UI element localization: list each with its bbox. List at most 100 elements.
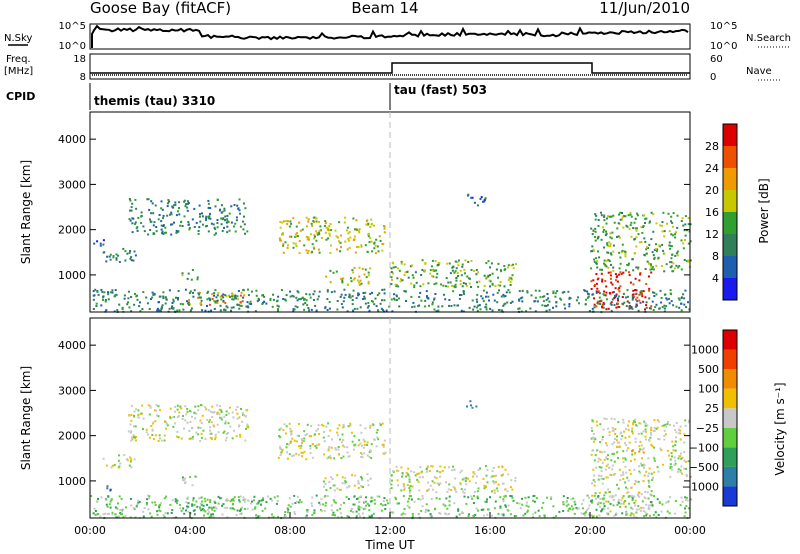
- echo-cell: [231, 499, 233, 502]
- echo-cell: [643, 464, 646, 467]
- echo-cell: [669, 463, 672, 466]
- echo-cell: [426, 490, 429, 492]
- echo-cell: [212, 424, 215, 427]
- echo-cell: [402, 484, 405, 487]
- echo-cell: [357, 507, 360, 510]
- echo-cell: [316, 444, 319, 446]
- echo-cell: [500, 295, 503, 298]
- echo-cell: [181, 272, 184, 275]
- echo-cell: [616, 483, 618, 486]
- echo-cell: [476, 204, 479, 207]
- echo-cell: [158, 506, 161, 509]
- echo-cell: [192, 291, 194, 294]
- echo-cell: [323, 453, 325, 456]
- echo-cell: [374, 244, 377, 247]
- echo-cell: [689, 259, 692, 262]
- echo-cell: [459, 482, 462, 485]
- echo-cell: [235, 513, 238, 516]
- echo-cell: [641, 231, 644, 234]
- echo-cell: [328, 234, 331, 237]
- echo-cell: [650, 426, 653, 429]
- echo-cell: [153, 292, 156, 295]
- echo-cell: [223, 209, 226, 212]
- echo-cell: [431, 488, 434, 491]
- echo-cell: [417, 305, 420, 307]
- echo-cell: [198, 226, 201, 229]
- echo-cell: [346, 310, 349, 313]
- echo-cell: [603, 216, 606, 218]
- echo-cell: [684, 460, 687, 463]
- echo-cell: [624, 505, 627, 508]
- echo-cell: [435, 477, 438, 480]
- echo-cell: [134, 254, 137, 257]
- echo-cell: [166, 424, 169, 427]
- echo-cell: [151, 429, 154, 432]
- echo-cell: [241, 412, 244, 415]
- echo-cell: [652, 268, 655, 271]
- echo-cell: [143, 507, 146, 510]
- echo-cell: [284, 299, 287, 302]
- echo-cell: [613, 221, 616, 224]
- echo-cell: [622, 292, 625, 295]
- echo-cell: [309, 296, 312, 299]
- echo-cell: [240, 408, 242, 410]
- echo-cell: [172, 206, 175, 209]
- echo-cell: [529, 307, 532, 310]
- echo-cell: [599, 505, 601, 508]
- echo-cell: [456, 304, 459, 307]
- echo-cell: [598, 300, 601, 303]
- nsky-tick-top: 10^5: [59, 21, 86, 32]
- echo-cell: [354, 474, 357, 477]
- echo-cell: [102, 239, 105, 242]
- echo-cell: [222, 308, 225, 311]
- echo-cell: [237, 298, 240, 301]
- echo-cell: [628, 495, 631, 498]
- echo-cell: [130, 466, 133, 469]
- echo-cell: [687, 242, 690, 245]
- echo-cell: [466, 405, 468, 408]
- echo-cell: [117, 254, 120, 257]
- echo-cell: [210, 515, 213, 518]
- echo-cell: [390, 276, 393, 279]
- echo-cell: [187, 505, 190, 508]
- echo-cell: [290, 222, 293, 225]
- echo-cell: [671, 221, 674, 224]
- echo-cell: [446, 507, 449, 510]
- echo-cell: [172, 307, 175, 310]
- echo-cell: [445, 481, 447, 484]
- echo-cell: [653, 249, 656, 251]
- echo-cell: [161, 208, 164, 211]
- echo-cell: [160, 200, 163, 203]
- echo-cell: [518, 299, 521, 302]
- echo-cell: [198, 291, 201, 294]
- echo-cell: [138, 305, 141, 308]
- echo-cell: [320, 510, 323, 513]
- echo-cell: [552, 505, 555, 508]
- echo-cell: [346, 283, 349, 286]
- echo-cell: [573, 500, 576, 503]
- echo-cell: [487, 274, 490, 277]
- echo-cell: [370, 218, 373, 221]
- echo-cell: [331, 438, 333, 441]
- echo-cell: [157, 439, 160, 442]
- echo-cell: [103, 291, 106, 294]
- echo-cell: [329, 251, 332, 254]
- echo-cell: [534, 296, 537, 299]
- echo-cell: [674, 440, 677, 443]
- echo-cell: [114, 289, 117, 292]
- echo-cell: [359, 424, 362, 427]
- echo-cell: [346, 446, 349, 449]
- echo-cell: [470, 286, 472, 288]
- echo-cell: [147, 433, 149, 436]
- echo-cell: [650, 271, 653, 274]
- echo-cell: [181, 479, 184, 482]
- echo-cell: [587, 293, 590, 296]
- echo-cell: [181, 476, 184, 479]
- echo-cell: [176, 210, 179, 213]
- echo-cell: [436, 470, 439, 473]
- echo-cell: [205, 219, 207, 222]
- echo-cell: [223, 430, 226, 433]
- echo-cell: [477, 271, 479, 274]
- echo-cell: [332, 484, 335, 487]
- echo-cell: [461, 478, 464, 481]
